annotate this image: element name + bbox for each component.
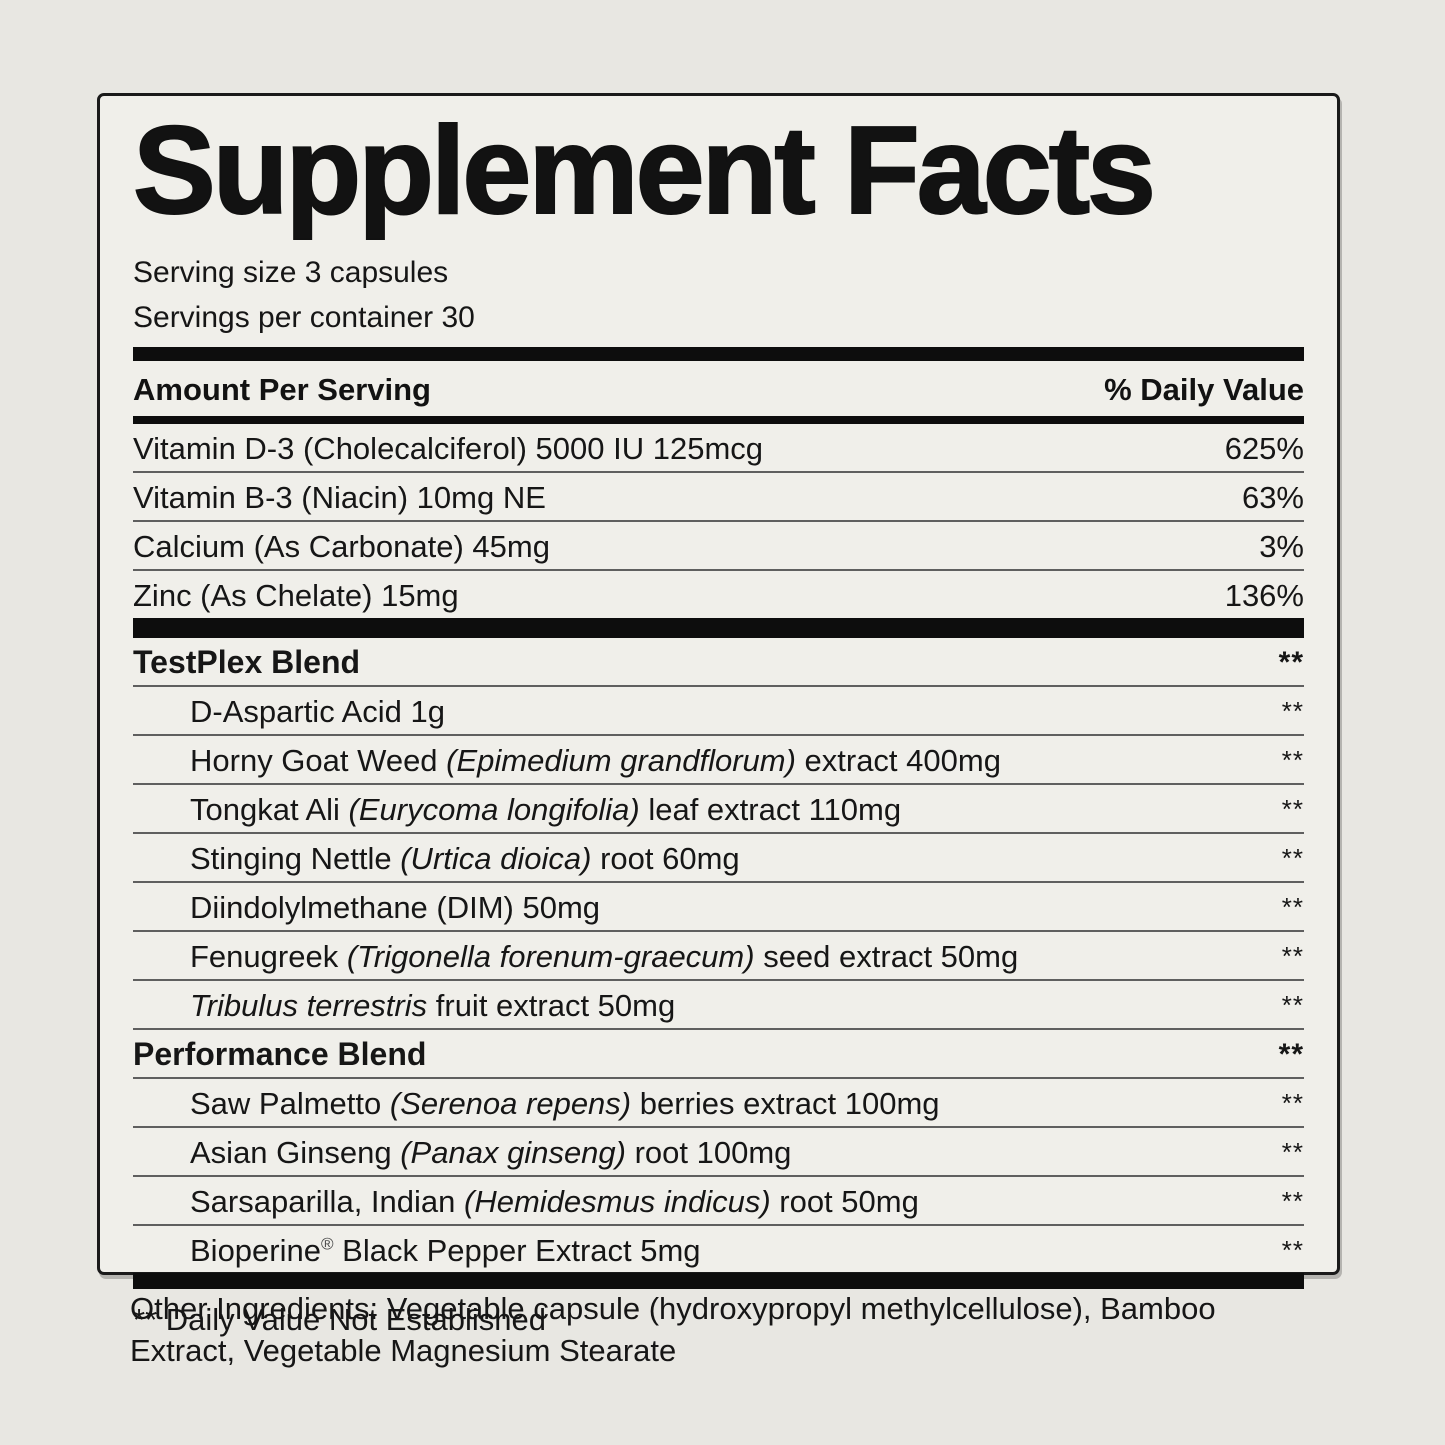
supplement-facts-panel: Supplement Facts Serving size 3 capsules… bbox=[97, 93, 1340, 1337]
ingredient-name: D-Aspartic Acid 1g bbox=[190, 694, 445, 730]
daily-value: 136% bbox=[1224, 578, 1304, 614]
daily-value-footnote: ** Daily Value Not Established bbox=[133, 1302, 546, 1338]
table-row: Diindolylmethane (DIM) 50mg ** bbox=[133, 883, 1304, 933]
daily-value: 625% bbox=[1224, 431, 1304, 467]
daily-value: ** bbox=[1281, 892, 1304, 923]
amount-per-serving-header: Amount Per Serving bbox=[133, 372, 431, 408]
daily-value: ** bbox=[1281, 843, 1304, 874]
table-row: Tongkat Ali (Eurycoma longifolia) leaf e… bbox=[133, 785, 1304, 835]
ingredient-name: Diindolylmethane (DIM) 50mg bbox=[190, 890, 601, 926]
table-row: Vitamin D-3 (Cholecalciferol) 5000 IU 12… bbox=[133, 424, 1304, 474]
page-title: Supplement Facts bbox=[132, 102, 1157, 240]
daily-value: ** bbox=[1278, 1038, 1304, 1072]
daily-value-header: % Daily Value bbox=[1104, 372, 1304, 408]
table-row: Saw Palmetto (Serenoa repens) berries ex… bbox=[133, 1079, 1304, 1129]
table-row: Asian Ginseng (Panax ginseng) root 100mg… bbox=[133, 1128, 1304, 1178]
ingredient-name: Performance Blend bbox=[133, 1036, 427, 1073]
table-row: Calcium (As Carbonate) 45mg 3% bbox=[133, 522, 1304, 572]
table-row: Zinc (As Chelate) 15mg 136% bbox=[133, 571, 1304, 618]
ingredient-name: Horny Goat Weed (Epimedium grandflorum) … bbox=[190, 743, 1001, 779]
ingredient-name: Tongkat Ali (Eurycoma longifolia) leaf e… bbox=[190, 792, 902, 828]
daily-value: ** bbox=[1278, 646, 1304, 680]
daily-value: ** bbox=[1281, 941, 1304, 972]
ingredient-name: Asian Ginseng (Panax ginseng) root 100mg bbox=[190, 1135, 792, 1171]
divider-bar-nutrients bbox=[133, 618, 1304, 639]
daily-value: 63% bbox=[1241, 480, 1304, 516]
blend-tables: TestPlex Blend ** D-Aspartic Acid 1g ** … bbox=[133, 638, 1304, 1273]
blend-section: Performance Blend ** Saw Palmetto (Seren… bbox=[133, 1030, 1304, 1273]
divider-bar-top bbox=[133, 347, 1304, 362]
servings-per-container: Servings per container 30 bbox=[133, 301, 475, 335]
ingredient-name: Zinc (As Chelate) 15mg bbox=[133, 578, 459, 614]
ingredient-name: Vitamin B-3 (Niacin) 10mg NE bbox=[133, 480, 546, 516]
serving-size: Serving size 3 capsules bbox=[133, 256, 449, 290]
table-row: Tribulus terrestris fruit extract 50mg *… bbox=[133, 981, 1304, 1031]
ingredient-name: Tribulus terrestris fruit extract 50mg bbox=[190, 988, 676, 1024]
table-row: Vitamin B-3 (Niacin) 10mg NE 63% bbox=[133, 473, 1304, 523]
daily-value: ** bbox=[1281, 1186, 1304, 1217]
ingredient-name: Calcium (As Carbonate) 45mg bbox=[133, 529, 550, 565]
ingredient-name: Fenugreek (Trigonella forenum-graecum) s… bbox=[190, 939, 1019, 975]
blend-section: TestPlex Blend ** D-Aspartic Acid 1g ** … bbox=[133, 638, 1304, 1031]
other-ingredients: Other Ingredients: Vegetable capsule (hy… bbox=[130, 1291, 1216, 1368]
table-row: TestPlex Blend ** bbox=[133, 638, 1304, 688]
serving-info: Serving size 3 capsules Servings per con… bbox=[133, 250, 1304, 340]
table-row: Sarsaparilla, Indian (Hemidesmus indicus… bbox=[133, 1177, 1304, 1227]
ingredient-name: Bioperine® Black Pepper Extract 5mg bbox=[190, 1233, 701, 1269]
daily-value: ** bbox=[1281, 745, 1304, 776]
table-row: D-Aspartic Acid 1g ** bbox=[133, 687, 1304, 737]
daily-value: 3% bbox=[1259, 529, 1304, 565]
daily-value: ** bbox=[1281, 794, 1304, 825]
ingredient-name: TestPlex Blend bbox=[133, 644, 361, 681]
daily-value: ** bbox=[1281, 1088, 1304, 1119]
table-row: Bioperine® Black Pepper Extract 5mg ** bbox=[133, 1226, 1304, 1273]
ingredient-name: Vitamin D-3 (Cholecalciferol) 5000 IU 12… bbox=[133, 431, 764, 467]
ingredient-name: Sarsaparilla, Indian (Hemidesmus indicus… bbox=[190, 1184, 919, 1220]
divider-bar-bottom bbox=[133, 1273, 1304, 1290]
ingredient-name: Stinging Nettle (Urtica dioica) root 60m… bbox=[190, 841, 740, 877]
daily-value: ** bbox=[1281, 1137, 1304, 1168]
nutrient-table: Vitamin D-3 (Cholecalciferol) 5000 IU 12… bbox=[133, 424, 1304, 618]
table-row: Performance Blend ** bbox=[133, 1030, 1304, 1080]
table-row: Horny Goat Weed (Epimedium grandflorum) … bbox=[133, 736, 1304, 786]
daily-value: ** bbox=[1281, 696, 1304, 727]
table-row: Stinging Nettle (Urtica dioica) root 60m… bbox=[133, 834, 1304, 884]
divider-bar-header bbox=[133, 416, 1304, 425]
ingredient-name: Saw Palmetto (Serenoa repens) berries ex… bbox=[190, 1086, 940, 1122]
daily-value: ** bbox=[1281, 1235, 1304, 1266]
table-row: Fenugreek (Trigonella forenum-graecum) s… bbox=[133, 932, 1304, 982]
column-header-row: Amount Per Serving % Daily Value bbox=[133, 361, 1304, 416]
daily-value: ** bbox=[1281, 990, 1304, 1021]
